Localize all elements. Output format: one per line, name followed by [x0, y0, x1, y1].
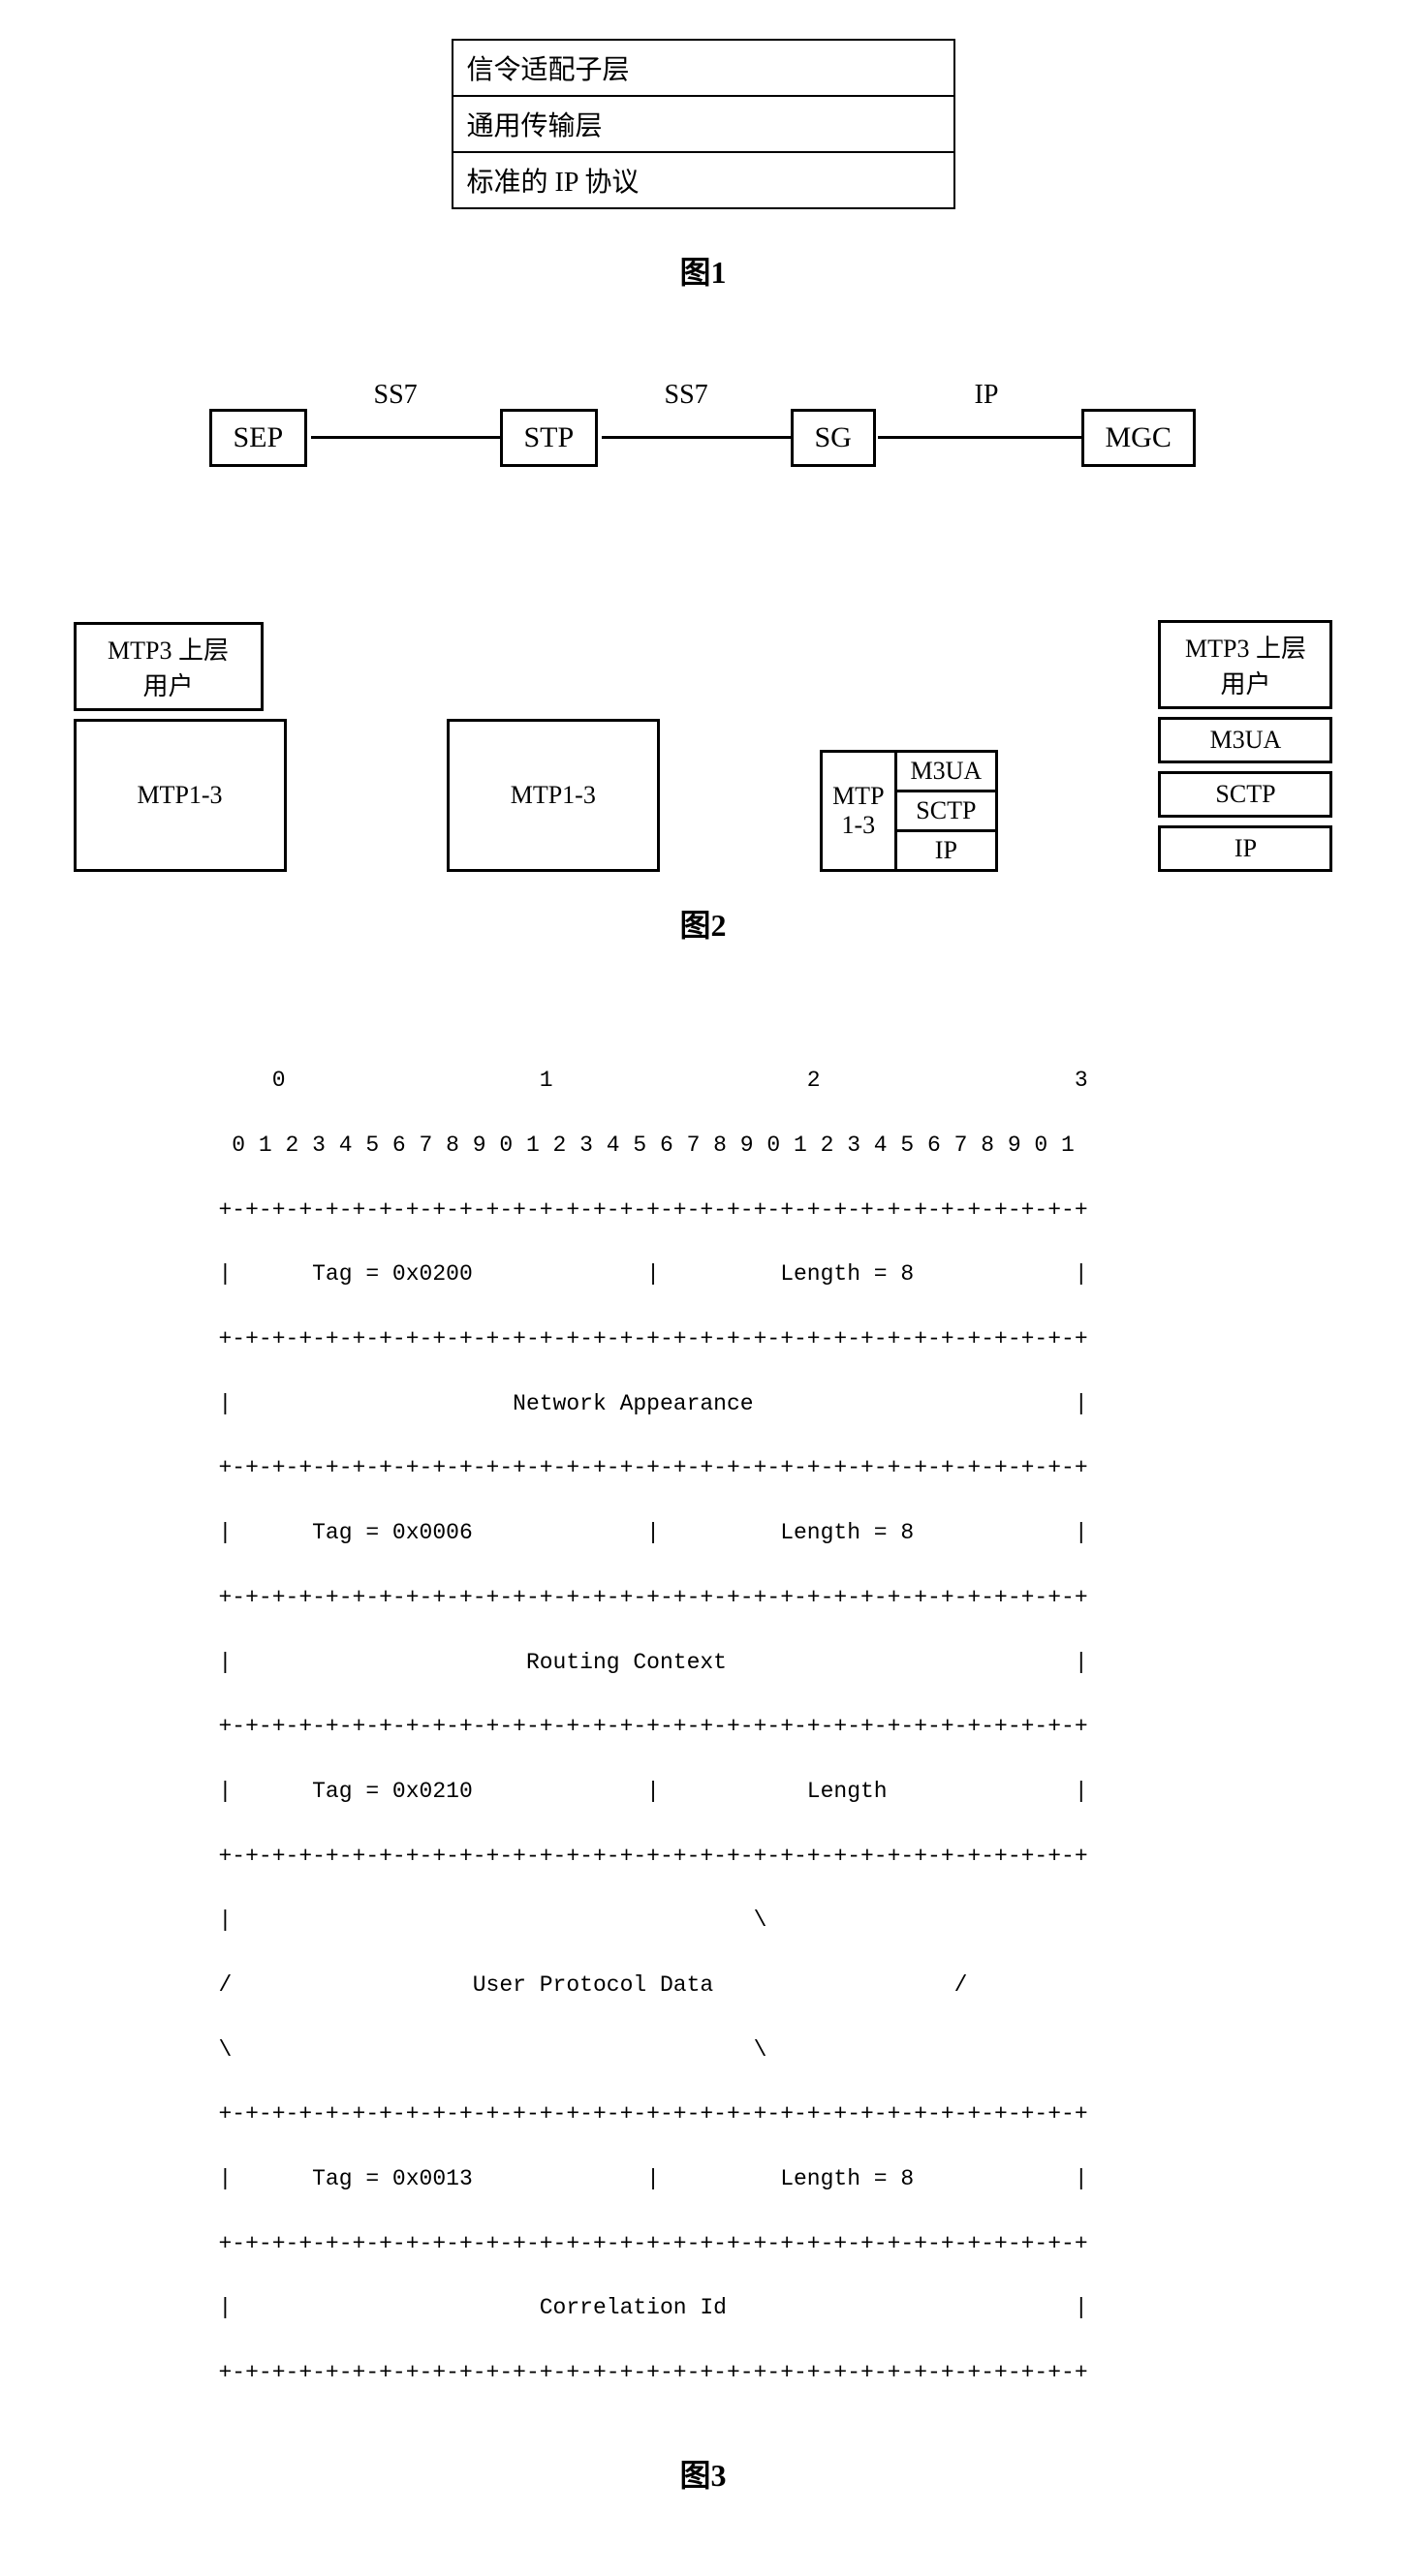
figure-1-layer-table: 信令适配子层 通用传输层 标准的 IP 协议	[452, 39, 955, 209]
link-label-1: SS7	[665, 380, 708, 411]
mgc-row-2: SCTP	[1158, 771, 1332, 818]
fig3-row-1: | Network Appearance |	[219, 1391, 1088, 1416]
fig3-sep-1: +-+-+-+-+-+-+-+-+-+-+-+-+-+-+-+-+-+-+-+-…	[219, 1326, 1088, 1351]
stp-lower: MTP1-3	[447, 719, 660, 872]
fig3-row-4: | Tag = 0x0210 | Length |	[219, 1779, 1088, 1804]
sg-left: MTP 1-3	[820, 750, 896, 872]
sg-right-0: M3UA	[897, 750, 999, 792]
fig3-sep-8: +-+-+-+-+-+-+-+-+-+-+-+-+-+-+-+-+-+-+-+-…	[219, 2360, 1088, 2385]
sg-right-1: SCTP	[897, 792, 999, 832]
figure-3-packet: 0 1 2 3 0 1 2 3 4 5 6 7 8 9 0 1 2 3 4 5 …	[219, 1033, 1188, 2422]
fig3-upd-bot: \ \	[219, 2037, 767, 2063]
fig3-sep-0: +-+-+-+-+-+-+-+-+-+-+-+-+-+-+-+-+-+-+-+-…	[219, 1197, 1088, 1223]
node-sep: SEP	[209, 409, 308, 467]
fig1-row-1: 通用传输层	[453, 96, 954, 152]
link-line-0	[311, 436, 500, 439]
fig3-sep-4: +-+-+-+-+-+-+-+-+-+-+-+-+-+-+-+-+-+-+-+-…	[219, 1714, 1088, 1739]
figure-2-caption: 图2	[39, 901, 1367, 946]
fig3-bits-minor: 0 1 2 3 4 5 6 7 8 9 0 1 2 3 4 5 6 7 8 9 …	[219, 1133, 1075, 1158]
sep-upper: MTP3 上层 用户	[74, 622, 264, 711]
link-line-1	[602, 436, 791, 439]
figure-3-caption: 图3	[39, 2451, 1367, 2496]
mgc-row-1: M3UA	[1158, 717, 1332, 763]
stack-mgc: MTP3 上层 用户 M3UA SCTP IP	[1158, 612, 1332, 872]
mgc-row-3: IP	[1158, 825, 1332, 872]
link-label-0: SS7	[374, 380, 418, 411]
node-mgc: MGC	[1081, 409, 1196, 467]
figure-2-stacks: MTP3 上层 用户 MTP1-3 MTP1-3 MTP 1-3 M3UA SC…	[74, 612, 1333, 872]
node-sg: SG	[791, 409, 876, 467]
fig3-sep-2: +-+-+-+-+-+-+-+-+-+-+-+-+-+-+-+-+-+-+-+-…	[219, 1455, 1088, 1480]
link-line-2	[878, 436, 1081, 439]
fig3-sep-7: +-+-+-+-+-+-+-+-+-+-+-+-+-+-+-+-+-+-+-+-…	[219, 2231, 1088, 2256]
fig1-row-2: 标准的 IP 协议	[453, 152, 954, 208]
fig3-bits-major: 0 1 2 3	[219, 1068, 1088, 1093]
stack-sg: MTP 1-3 M3UA SCTP IP	[820, 750, 998, 872]
fig3-sep-5: +-+-+-+-+-+-+-+-+-+-+-+-+-+-+-+-+-+-+-+-…	[219, 1844, 1088, 1869]
node-stp: STP	[500, 409, 599, 467]
link-label-2: IP	[975, 380, 999, 411]
fig3-sep-6: +-+-+-+-+-+-+-+-+-+-+-+-+-+-+-+-+-+-+-+-…	[219, 2101, 1088, 2126]
figure-2-chain: SEP STP SG MGC SS7 SS7 IP	[171, 380, 1236, 496]
mgc-row-0: MTP3 上层 用户	[1158, 620, 1332, 709]
fig3-row-3: | Routing Context |	[219, 1650, 1088, 1675]
fig3-row-6: | Correlation Id |	[219, 2295, 1088, 2320]
stack-sep: MTP3 上层 用户 MTP1-3	[74, 614, 287, 872]
fig3-row-2: | Tag = 0x0006 | Length = 8 |	[219, 1520, 1088, 1545]
fig3-upd-mid: / User Protocol Data /	[219, 1972, 968, 1998]
fig3-row-0: | Tag = 0x0200 | Length = 8 |	[219, 1261, 1088, 1287]
stack-stp: MTP1-3	[447, 711, 660, 872]
fig3-row-5: | Tag = 0x0013 | Length = 8 |	[219, 2166, 1088, 2191]
figure-1-caption: 图1	[39, 248, 1367, 293]
sg-right-2: IP	[897, 832, 999, 872]
sep-lower: MTP1-3	[74, 719, 287, 872]
fig3-upd-top: | \	[219, 1908, 767, 1933]
fig3-sep-3: +-+-+-+-+-+-+-+-+-+-+-+-+-+-+-+-+-+-+-+-…	[219, 1585, 1088, 1610]
fig1-row-0: 信令适配子层	[453, 40, 954, 96]
